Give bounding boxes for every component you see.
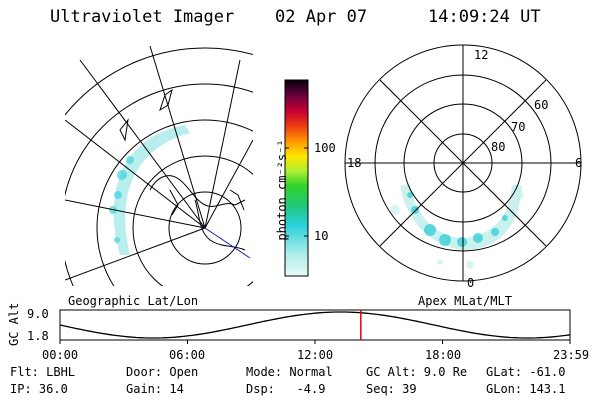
time-label: 14:09:24 UT xyxy=(428,7,541,27)
gain-status: Gain: 14 xyxy=(126,382,184,396)
dsp-status: Dsp: -4.9 xyxy=(246,382,326,396)
filter-status: Flt: LBHL xyxy=(10,365,76,379)
mlat-mlt-polar-plot xyxy=(344,44,582,282)
mlt-label-18: 18 xyxy=(347,156,362,170)
door-status: Door: Open xyxy=(126,365,199,379)
seq-status: Seq: 39 xyxy=(366,382,417,396)
colorbar xyxy=(284,79,309,277)
x-tick-00: 00:00 xyxy=(42,348,79,362)
mlt-label-0: 0 xyxy=(467,276,475,290)
glon-status: GLon: 143.1 xyxy=(486,382,566,396)
gc-alt-axis-label: GC Alt xyxy=(7,302,21,346)
date-label: 02 Apr 07 xyxy=(275,7,368,27)
x-tick-18: 18:00 xyxy=(425,348,462,362)
colorbar-tick-100: 100 xyxy=(314,141,336,155)
y-tick-9: 9.0 xyxy=(27,307,49,321)
colorbar-units: photon cm⁻²s⁻¹ xyxy=(275,139,289,241)
mlat-label-60: 60 xyxy=(534,98,549,112)
mode-status: Mode: Normal xyxy=(246,365,333,379)
geographic-panel-label: Geographic Lat/Lon xyxy=(68,294,199,308)
x-tick-2359: 23:59 xyxy=(553,348,590,362)
mlt-label-6: 6 xyxy=(575,156,583,170)
mlt-label-12: 12 xyxy=(474,48,489,62)
gc-alt-status: GC Alt: 9.0 Re xyxy=(366,365,468,379)
instrument-title: Ultraviolet Imager xyxy=(50,7,235,27)
x-tick-06: 06:00 xyxy=(169,348,206,362)
aurora-emission-geo xyxy=(113,125,190,255)
altitude-plot xyxy=(59,309,571,344)
y-tick-1-8: 1.8 xyxy=(27,329,49,343)
x-tick-12: 12:00 xyxy=(297,348,334,362)
mlat-label-70: 70 xyxy=(511,120,526,134)
mlat-label-80: 80 xyxy=(491,140,506,154)
ip-status: IP: 36.0 xyxy=(10,382,68,396)
apex-panel-label: Apex MLat/MLT xyxy=(418,294,512,308)
colorbar-tick-10: 10 xyxy=(314,229,329,243)
geographic-map xyxy=(65,46,253,286)
glat-status: GLat: -61.0 xyxy=(486,365,566,379)
